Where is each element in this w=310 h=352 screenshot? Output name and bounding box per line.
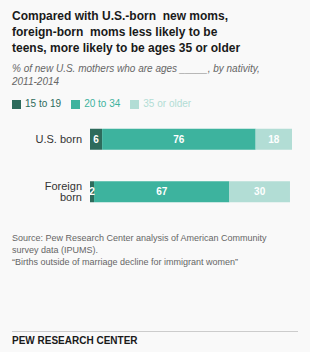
html-text:20 to 34: 20 to 34 [84, 98, 121, 109]
svg-text:U.S. born: U.S. born [36, 133, 82, 145]
html-text:PEW RESEARCH CENTER: PEW RESEARCH CENTER [12, 335, 138, 346]
html-text:% of new U.S. mothers who are: % of new U.S. mothers who are ages _____… [12, 63, 260, 87]
svg-text:18: 18 [268, 134, 280, 145]
svg-text:67: 67 [156, 186, 168, 197]
svg-text:76: 76 [173, 134, 185, 145]
svg-text:30: 30 [254, 186, 266, 197]
html-text:Compared with U.S.-born new mo: Compared with U.S.-born new moms, foreig… [12, 9, 241, 55]
svg-text:6: 6 [93, 134, 99, 145]
html-text:35 or older: 35 or older [143, 98, 192, 109]
html-text:Source: Pew Research Center an: Source: Pew Research Center analysis of … [12, 233, 267, 267]
html-text:15 to 19: 15 to 19 [25, 98, 62, 109]
svg-text:Foreignborn: Foreignborn [45, 180, 82, 203]
svg-text:2: 2 [89, 186, 95, 197]
